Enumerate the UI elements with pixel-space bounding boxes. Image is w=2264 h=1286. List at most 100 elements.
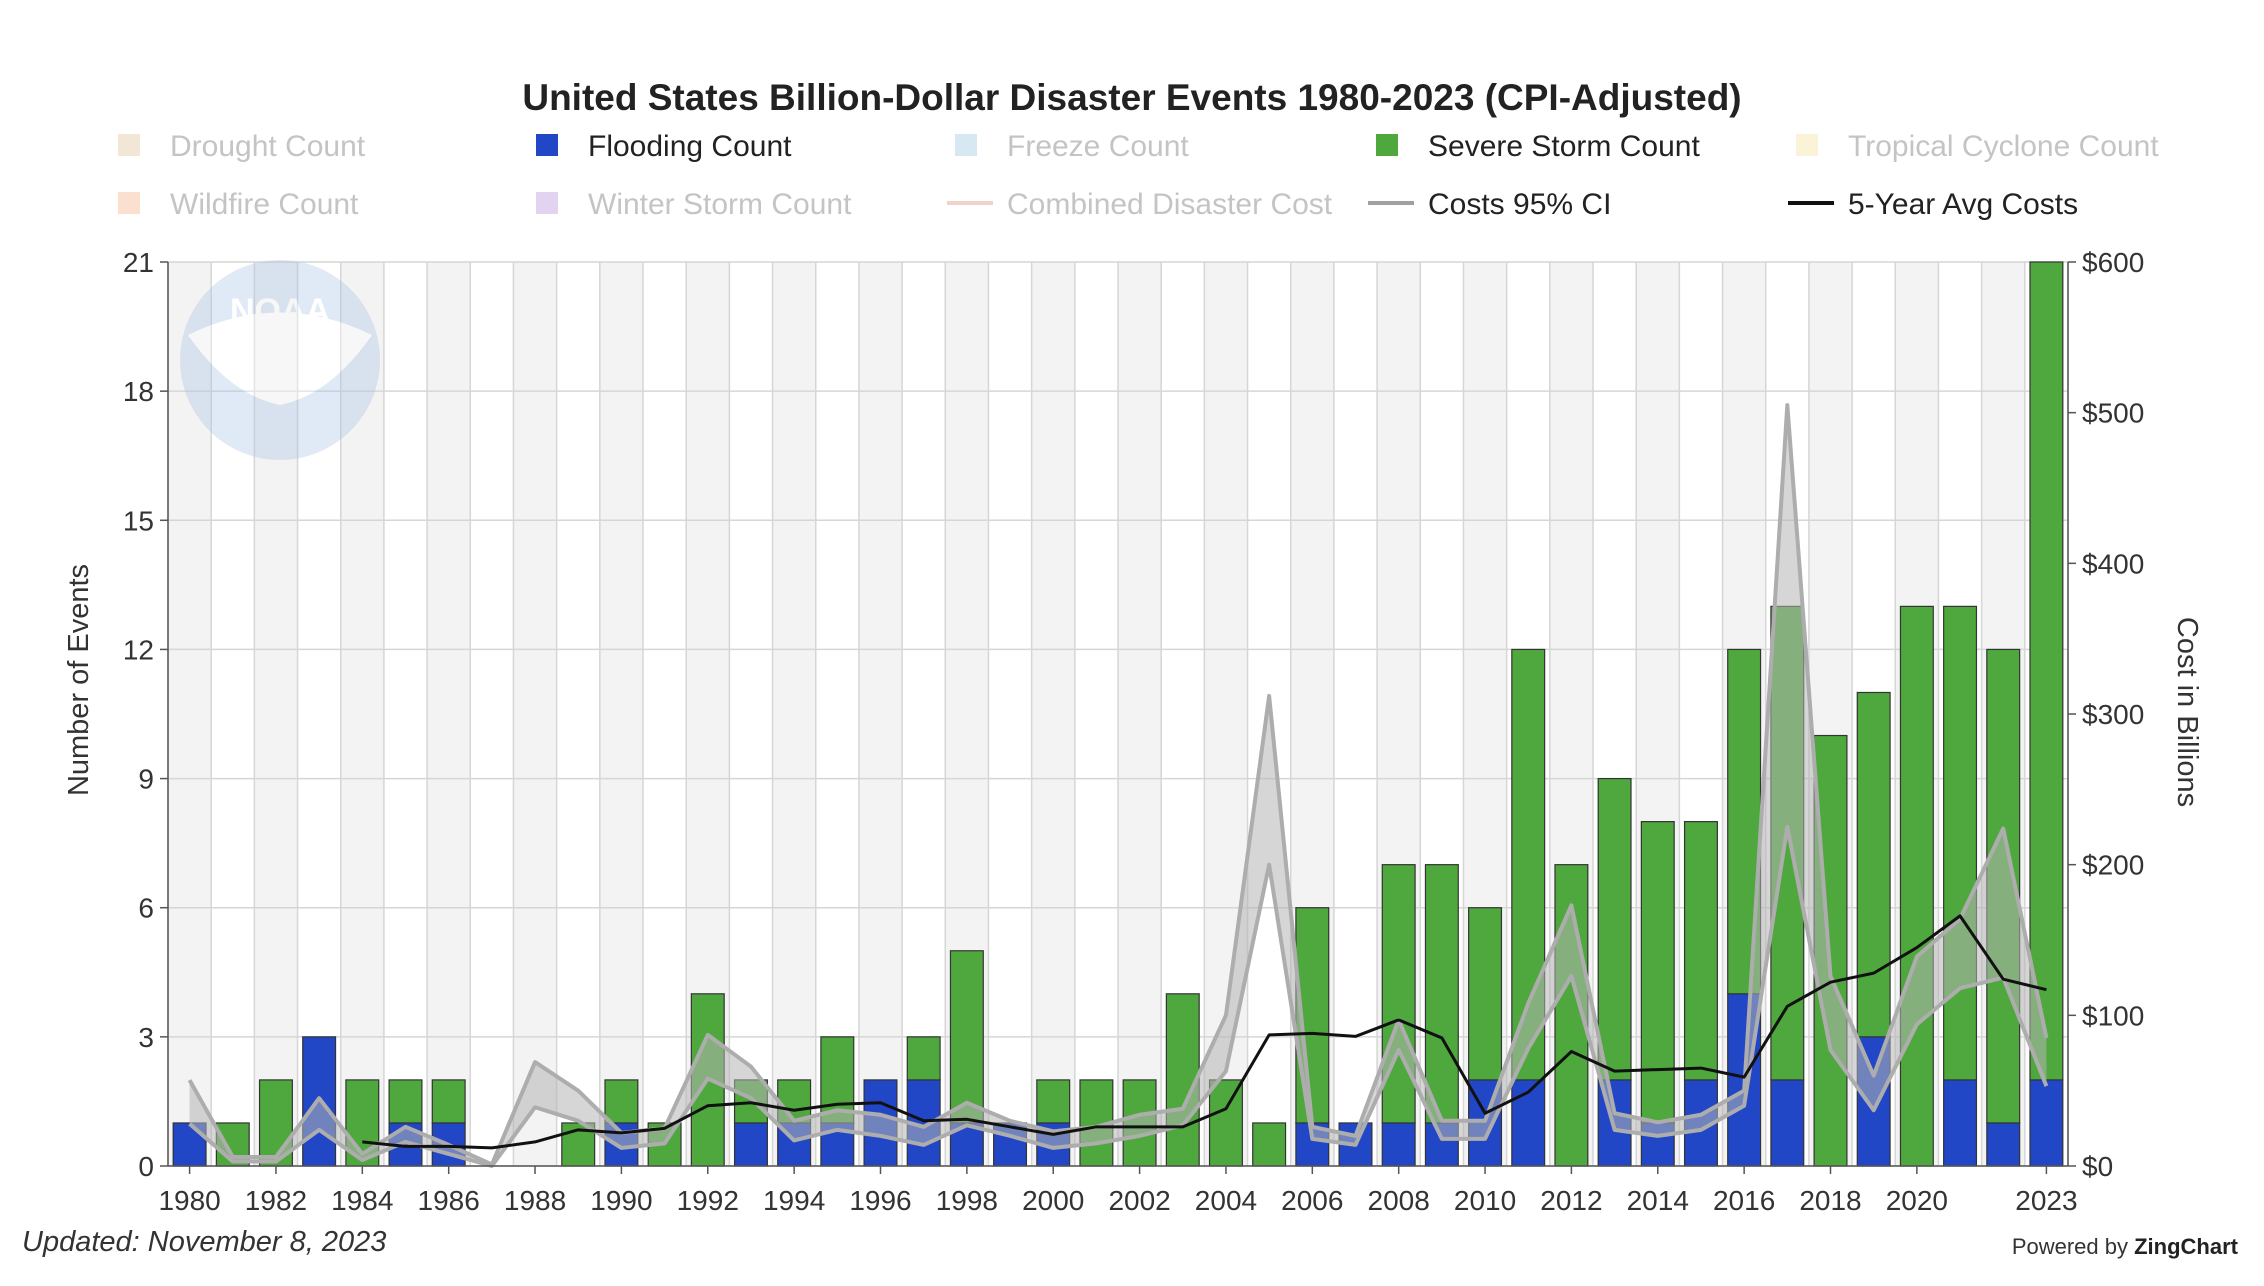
- year-band: [643, 262, 687, 1166]
- severe-storm-bar-2008: [1381, 864, 1416, 1124]
- x-tick-label: 1990: [590, 1185, 652, 1216]
- legend-marker: [118, 192, 140, 214]
- x-tick-label: 2008: [1368, 1185, 1430, 1216]
- flooding-bar-2021: [1943, 1079, 1978, 1167]
- legend-item-drought-count[interactable]: Drought Count: [118, 130, 366, 163]
- flooding-bar-1993: [733, 1122, 768, 1167]
- x-tick-label: 2020: [1886, 1185, 1948, 1216]
- year-band: [988, 262, 1032, 1166]
- year-band: [1333, 262, 1378, 1166]
- severe-storm-bar-1990: [604, 1079, 639, 1124]
- severe-storm-bar-2014: [1640, 821, 1675, 1124]
- x-tick-label: 1980: [158, 1185, 220, 1216]
- y-tick-label: 18: [123, 376, 154, 407]
- y2-tick-label: $300: [2082, 699, 2144, 730]
- x-tick-label: 2023: [2015, 1185, 2077, 1216]
- costs-95-ci-band: [189, 405, 2047, 1167]
- year-band: [254, 262, 298, 1166]
- x-tick-label: 1996: [849, 1185, 911, 1216]
- x-tick-label: 1988: [504, 1185, 566, 1216]
- x-tick-label: 1992: [677, 1185, 739, 1216]
- severe-storm-bar-2005: [1252, 1122, 1287, 1167]
- plot-background: [167, 261, 2069, 1167]
- year-band: [1074, 262, 1118, 1166]
- severe-storm-bar-1985: [388, 1079, 423, 1124]
- chart-title: United States Billion-Dollar Disaster Ev…: [522, 77, 1741, 118]
- x-tick-label: 2012: [1540, 1185, 1602, 1216]
- legend-label: Tropical Cyclone Count: [1848, 130, 2159, 163]
- year-band: [168, 262, 212, 1166]
- y-tick-label: 12: [123, 634, 154, 665]
- severe-storm-bar-1982: [258, 1079, 293, 1167]
- severe-storm-bar-2000: [1036, 1079, 1071, 1124]
- legend-item-freeze-count[interactable]: Freeze Count: [955, 130, 1189, 163]
- x-tick-label: 2014: [1627, 1185, 1689, 1216]
- powered-by[interactable]: Powered by ZingChart: [2012, 1234, 2238, 1260]
- legend-label: Freeze Count: [1007, 130, 1189, 163]
- year-band: [513, 262, 557, 1166]
- legend-item-severe-storm-count[interactable]: Severe Storm Count: [1376, 130, 1700, 163]
- severe-storm-bar-2023: [2029, 261, 2064, 1081]
- severe-storm-bar-1997: [906, 1036, 941, 1081]
- x-tick-label: 2006: [1281, 1185, 1343, 1216]
- y-tick-label: 0: [138, 1151, 154, 1182]
- severe-storm-bar-2019: [1856, 691, 1891, 1038]
- year-band: [383, 262, 428, 1166]
- year-band: [470, 262, 514, 1166]
- flooding-bar-2008: [1381, 1122, 1416, 1167]
- lines: [362, 914, 2047, 1150]
- year-band: [427, 262, 471, 1166]
- y2-tick-label: $200: [2082, 850, 2144, 881]
- year-band: [599, 262, 643, 1166]
- y-tick-label: 3: [138, 1022, 154, 1053]
- severe-storm-bar-2015: [1683, 821, 1718, 1081]
- x-tick-label: 2018: [1799, 1185, 1861, 1216]
- year-band: [729, 262, 773, 1166]
- legend-label: Costs 95% CI: [1428, 188, 1611, 221]
- legend-item-flooding-count[interactable]: Flooding Count: [536, 130, 792, 163]
- severe-storm-bar-1986: [431, 1079, 466, 1124]
- costs-95-ci-lower-line: [188, 825, 2049, 1168]
- legend-label: Flooding Count: [588, 130, 792, 163]
- severe-storm-bar-2020: [1899, 605, 1934, 1167]
- year-band: [340, 262, 384, 1166]
- severe-storm-bar-2004: [1208, 1079, 1243, 1167]
- legend-item-costs-95-ci[interactable]: Costs 95% CI: [1368, 188, 1611, 221]
- legend: Drought Count Flooding Count Freeze Count S…: [118, 130, 2159, 221]
- year-band: [1118, 262, 1162, 1166]
- year-band: [902, 262, 946, 1166]
- powered-by-brand[interactable]: ZingChart: [2134, 1234, 2238, 1259]
- flooding-bar-2022: [1986, 1122, 2021, 1167]
- x-tick-label: 2002: [1108, 1185, 1170, 1216]
- legend-item-combined-disaster-cost[interactable]: Combined Disaster Cost: [947, 188, 1333, 221]
- x-tick-label: 2000: [1022, 1185, 1084, 1216]
- legend-marker: [536, 134, 558, 156]
- severe-storm-bar-2010: [1468, 907, 1503, 1081]
- y2-tick-label: $100: [2082, 1000, 2144, 1031]
- x-tick-label: 2004: [1195, 1185, 1257, 1216]
- y-axis-title: Number of Events: [63, 564, 95, 796]
- severe-storm-bar-2009: [1424, 864, 1459, 1124]
- year-band: [211, 262, 255, 1166]
- y2-tick-label: $600: [2082, 247, 2144, 278]
- legend-marker: [1376, 134, 1398, 156]
- y-tick-label: 9: [138, 764, 154, 795]
- y-tick-label: 15: [123, 505, 154, 536]
- legend-label: 5-Year Avg Costs: [1848, 188, 2078, 221]
- legend-label: Wildfire Count: [170, 188, 359, 221]
- noaa-logo-text: NOAA: [230, 292, 330, 330]
- legend-item-tropical-cyclone-count[interactable]: Tropical Cyclone Count: [1796, 130, 2159, 163]
- year-band: [772, 262, 816, 1166]
- legend-item-wildfire-count[interactable]: Wildfire Count: [118, 188, 359, 221]
- legend-item-5-year-avg-costs[interactable]: 5-Year Avg Costs: [1788, 188, 2078, 221]
- year-band: [297, 262, 341, 1166]
- updated-note: Updated: November 8, 2023: [22, 1226, 387, 1258]
- flooding-bar-2017: [1770, 1079, 1805, 1167]
- year-band: [1031, 262, 1075, 1166]
- legend-item-winter-storm-count[interactable]: Winter Storm Count: [536, 188, 852, 221]
- x-tick-label: 2010: [1454, 1185, 1516, 1216]
- y-tick-label: 21: [123, 247, 154, 278]
- year-band: [556, 262, 600, 1166]
- x-tick-label: 2016: [1713, 1185, 1775, 1216]
